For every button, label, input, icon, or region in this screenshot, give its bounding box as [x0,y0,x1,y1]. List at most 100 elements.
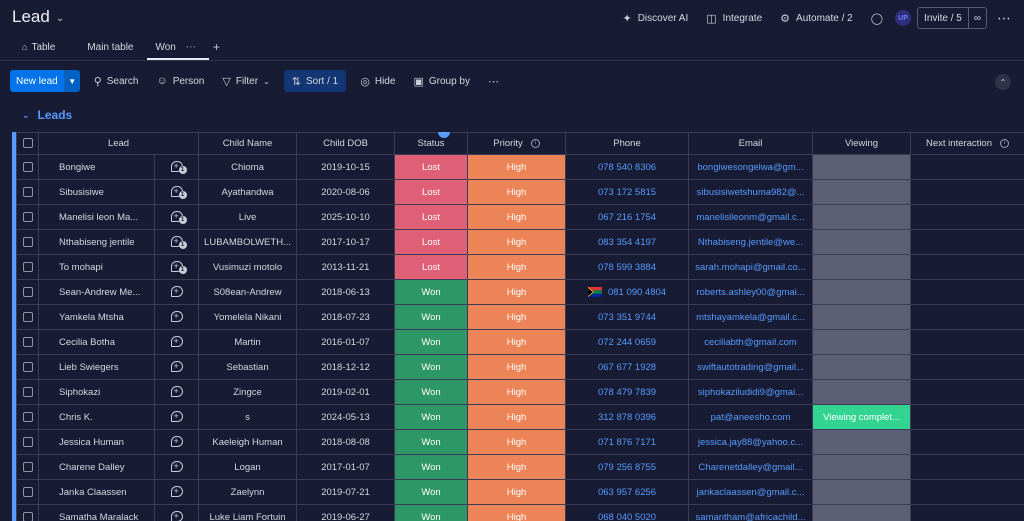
viewing-cell[interactable] [812,304,912,330]
status-cell[interactable]: Won [394,279,469,305]
child-name-cell[interactable]: Sebastian [198,354,298,380]
add-update-icon[interactable]: + [170,461,183,473]
email-cell[interactable]: jessica.jay88@yahoo.c... [688,429,814,455]
updates-cell[interactable]: +1 [153,229,200,255]
row-checkbox[interactable] [22,311,33,322]
status-cell[interactable]: Won [394,354,469,380]
next-interaction-cell[interactable] [910,204,1024,230]
toolbar-more-button[interactable]: ⋯ [484,70,503,92]
select-all-checkbox[interactable] [22,138,33,149]
next-interaction-cell[interactable] [910,429,1024,455]
table-row[interactable]: Cecilia Botha + Martin 2016-01-07 Won High 072… [16,329,1024,355]
hide-button[interactable]: ◎ Hide [356,70,399,92]
lead-name-cell[interactable]: Yamkela Mtsha [38,304,155,330]
row-checkbox[interactable] [22,161,33,172]
integrate-button[interactable]: ◫ Integrate [700,7,768,29]
column-header-next-interaction[interactable]: Next interaction i [910,132,1024,155]
row-checkbox[interactable] [22,386,33,397]
viewing-cell[interactable] [812,454,912,480]
phone-cell[interactable]: 083 354 4197 [565,229,690,255]
row-checkbox[interactable] [22,236,33,247]
next-interaction-cell[interactable] [910,354,1024,380]
phone-cell[interactable]: 072 244 0659 [565,329,690,355]
next-interaction-cell[interactable] [910,154,1024,180]
sort-indicator-icon[interactable]: ▼ [438,132,450,138]
add-update-icon[interactable]: + [170,511,183,521]
status-cell[interactable]: Won [394,304,469,330]
viewing-cell[interactable] [812,479,912,505]
column-header-phone[interactable]: Phone [565,132,690,155]
group-by-button[interactable]: ▣ Group by [409,70,474,92]
table-row[interactable]: Nthabiseng jentile +1 LUBAMBOLWETH... 2017-… [16,229,1024,255]
child-dob-cell[interactable]: 2019-10-15 [296,154,396,180]
add-update-icon[interactable]: + [170,361,183,373]
updates-button[interactable]: ◯ [865,7,889,29]
child-dob-cell[interactable]: 2018-12-12 [296,354,396,380]
priority-cell[interactable]: High [467,354,567,380]
phone-cell[interactable]: 078 479 7839 [565,379,690,405]
collapse-header-icon[interactable]: ⌃ [995,74,1011,90]
add-update-icon[interactable]: + [170,436,183,448]
lead-name-cell[interactable]: Bongiwe [38,154,155,180]
updates-cell[interactable]: +1 [153,179,200,205]
priority-cell[interactable]: High [467,404,567,430]
priority-cell[interactable]: High [467,504,567,521]
board-title[interactable]: Lead ⌄ [12,7,64,27]
viewing-cell[interactable] [812,204,912,230]
email-cell[interactable]: ceciliabth@gmail.com [688,329,814,355]
priority-cell[interactable]: High [467,329,567,355]
child-dob-cell[interactable]: 2017-01-07 [296,454,396,480]
sort-button[interactable]: ⇅ Sort / 1 [283,70,347,92]
child-dob-cell[interactable]: 2025-10-10 [296,204,396,230]
email-cell[interactable]: pat@aneesho.com [688,404,814,430]
priority-cell[interactable]: High [467,154,567,180]
discover-ai-button[interactable]: ✦ Discover AI [616,7,694,29]
email-cell[interactable]: manelisileonm@gmail.c... [688,204,814,230]
tab-more-icon[interactable]: ⋯ [185,41,197,53]
table-row[interactable]: Chris K. + s 2024-05-13 Won High 312 878 0396 p… [16,404,1024,430]
updates-cell[interactable]: +1 [153,204,200,230]
priority-cell[interactable]: High [467,479,567,505]
lead-name-cell[interactable]: Chris K. [38,404,155,430]
table-row[interactable]: To mohapi +1 Vusimuzi motolo 2013-11-21 Lost… [16,254,1024,280]
column-header-child-name[interactable]: Child Name [198,132,298,155]
child-dob-cell[interactable]: 2017-10-17 [296,229,396,255]
priority-cell[interactable]: High [467,279,567,305]
next-interaction-cell[interactable] [910,254,1024,280]
status-cell[interactable]: Won [394,404,469,430]
table-row[interactable]: Sean-Andrew Me... + S08ean-Andrew 2018-06-1… [16,279,1024,305]
add-update-icon[interactable]: + [170,286,183,298]
child-dob-cell[interactable]: 2019-07-21 [296,479,396,505]
child-dob-cell[interactable]: 2016-01-07 [296,329,396,355]
lead-name-cell[interactable]: Lieb Swiegers [38,354,155,380]
next-interaction-cell[interactable] [910,479,1024,505]
phone-cell[interactable]: 073 172 5815 [565,179,690,205]
updates-cell[interactable]: + [153,329,200,355]
next-interaction-cell[interactable] [910,229,1024,255]
viewing-cell[interactable] [812,429,912,455]
viewing-cell[interactable] [812,354,912,380]
tab-won[interactable]: Won ⋯ [145,38,208,56]
updates-cell[interactable]: + [153,354,200,380]
phone-cell[interactable]: 067 677 1928 [565,354,690,380]
group-header[interactable]: ⌄ Leads [22,108,72,122]
column-header-priority[interactable]: Priority i [467,132,567,155]
child-name-cell[interactable]: LUBAMBOLWETH... [198,229,298,255]
lead-name-cell[interactable]: Sean-Andrew Me... [38,279,155,305]
person-filter-button[interactable]: ☺ Person [152,70,208,92]
chevron-down-icon[interactable]: ⌄ [22,109,30,120]
add-update-icon[interactable]: + [170,486,183,498]
status-cell[interactable]: Won [394,429,469,455]
lead-name-cell[interactable]: Sibusisiwe [38,179,155,205]
priority-cell[interactable]: High [467,429,567,455]
table-row[interactable]: Samatha Maralack + Luke Liam Fortuin 2019-0… [16,504,1024,521]
table-row[interactable]: Manelisi leon Ma... +1 Live 2025-10-10 Lost H… [16,204,1024,230]
lead-name-cell[interactable]: Samatha Maralack [38,504,155,521]
priority-cell[interactable]: High [467,379,567,405]
priority-cell[interactable]: High [467,254,567,280]
child-name-cell[interactable]: Logan [198,454,298,480]
add-update-icon[interactable]: +1 [170,211,187,225]
child-name-cell[interactable]: Yomelela Nikani [198,304,298,330]
child-dob-cell[interactable]: 2018-06-13 [296,279,396,305]
next-interaction-cell[interactable] [910,329,1024,355]
